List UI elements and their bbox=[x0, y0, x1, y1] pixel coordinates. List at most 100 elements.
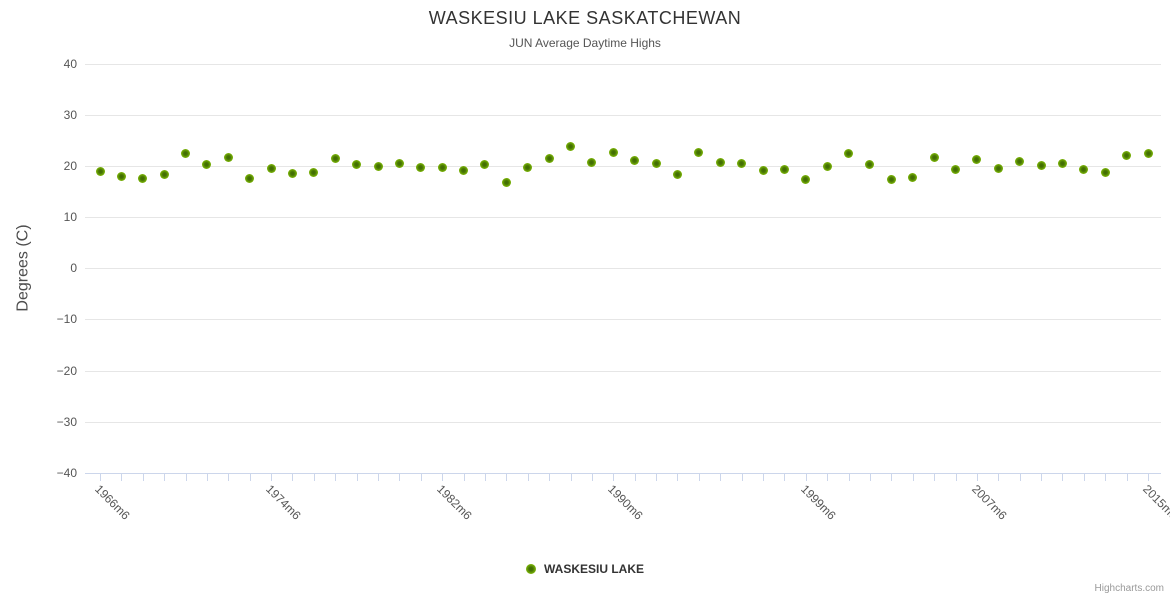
data-point[interactable] bbox=[1036, 161, 1046, 171]
x-axis-tick bbox=[955, 474, 957, 481]
legend-item-waskesiu-lake[interactable]: WASKESIU LAKE bbox=[525, 562, 644, 576]
x-axis-tick bbox=[1041, 474, 1043, 481]
x-axis-tick bbox=[805, 474, 807, 481]
y-axis-label: −30 bbox=[56, 414, 77, 429]
data-point[interactable] bbox=[544, 153, 554, 163]
x-axis-tick bbox=[100, 474, 101, 481]
data-point[interactable] bbox=[480, 159, 490, 169]
x-axis-tick bbox=[442, 474, 444, 481]
x-axis-tick bbox=[206, 474, 208, 481]
data-point[interactable] bbox=[566, 141, 576, 151]
x-axis-tick bbox=[356, 474, 358, 481]
data-point[interactable] bbox=[138, 174, 148, 184]
data-point[interactable] bbox=[1122, 150, 1132, 160]
data-point[interactable] bbox=[886, 174, 896, 184]
x-axis-tick bbox=[420, 474, 422, 481]
data-point[interactable] bbox=[929, 153, 939, 163]
data-point[interactable] bbox=[437, 162, 447, 172]
x-axis-tick bbox=[720, 474, 722, 481]
x-axis-tick bbox=[698, 474, 700, 481]
data-point[interactable] bbox=[1079, 164, 1089, 174]
y-axis-label: −10 bbox=[56, 312, 77, 327]
x-axis-tick bbox=[1126, 474, 1128, 481]
data-point[interactable] bbox=[245, 173, 255, 183]
x-axis-tick bbox=[142, 474, 144, 481]
y-gridline bbox=[85, 268, 1161, 270]
highcharts-credits-link[interactable]: Highcharts.com bbox=[1094, 583, 1164, 594]
data-point[interactable] bbox=[501, 178, 511, 188]
data-point[interactable] bbox=[373, 161, 383, 171]
data-point[interactable] bbox=[181, 149, 191, 159]
y-gridline bbox=[85, 370, 1161, 372]
data-point[interactable] bbox=[523, 162, 533, 172]
x-axis-tick bbox=[613, 474, 615, 481]
data-point[interactable] bbox=[630, 156, 640, 166]
x-axis-tick bbox=[784, 474, 786, 481]
legend: WASKESIU LAKE bbox=[0, 562, 1170, 576]
x-axis-tick bbox=[335, 474, 337, 481]
x-axis-tick bbox=[677, 474, 679, 481]
data-point[interactable] bbox=[1100, 168, 1110, 178]
data-point[interactable] bbox=[352, 159, 362, 169]
x-axis-tick bbox=[998, 474, 1000, 481]
data-point[interactable] bbox=[287, 169, 297, 179]
data-point[interactable] bbox=[266, 164, 276, 174]
x-axis-tick bbox=[292, 474, 294, 481]
data-point[interactable] bbox=[394, 158, 404, 168]
legend-series-label: WASKESIU LAKE bbox=[543, 562, 644, 576]
chart-title: WASKESIU LAKE SASKATCHEWAN bbox=[428, 8, 742, 28]
y-gridline bbox=[85, 63, 1161, 65]
data-point[interactable] bbox=[801, 174, 811, 184]
data-point[interactable] bbox=[779, 165, 789, 175]
data-point[interactable] bbox=[908, 172, 918, 182]
data-point[interactable] bbox=[1015, 157, 1025, 167]
x-axis-tick bbox=[249, 474, 251, 481]
y-gridline bbox=[85, 165, 1161, 167]
data-point[interactable] bbox=[844, 149, 854, 159]
x-axis-tick bbox=[121, 474, 123, 481]
data-point[interactable] bbox=[694, 148, 704, 158]
data-point[interactable] bbox=[972, 154, 982, 164]
x-axis-label: 1966m6 bbox=[92, 482, 133, 523]
data-point[interactable] bbox=[993, 163, 1003, 173]
data-point[interactable] bbox=[951, 164, 960, 174]
data-point[interactable] bbox=[672, 169, 682, 179]
data-point[interactable] bbox=[1057, 158, 1067, 168]
x-axis-label: 2015m6 bbox=[1140, 482, 1170, 523]
x-axis-tick bbox=[656, 474, 658, 481]
data-point[interactable] bbox=[223, 153, 233, 163]
data-point[interactable] bbox=[608, 147, 618, 157]
y-gridline bbox=[85, 114, 1161, 116]
x-axis-tick bbox=[313, 474, 315, 481]
data-point[interactable] bbox=[159, 169, 169, 179]
data-point[interactable] bbox=[202, 160, 212, 170]
x-axis-tick bbox=[463, 474, 465, 481]
chart-subtitle: JUN Average Daytime Highs bbox=[509, 36, 661, 50]
data-point[interactable] bbox=[865, 159, 875, 169]
data-point[interactable] bbox=[116, 171, 126, 181]
x-axis-tick bbox=[591, 474, 593, 481]
data-point[interactable] bbox=[330, 154, 340, 164]
y-axis-label: −20 bbox=[56, 363, 77, 378]
x-axis-tick bbox=[399, 474, 401, 481]
data-point[interactable] bbox=[1143, 148, 1153, 158]
data-point[interactable] bbox=[758, 166, 768, 176]
data-point[interactable] bbox=[95, 167, 105, 176]
data-point[interactable] bbox=[416, 163, 426, 173]
x-axis-tick bbox=[848, 474, 850, 481]
data-point[interactable] bbox=[822, 162, 832, 172]
x-axis-tick bbox=[912, 474, 914, 481]
x-axis-label: 1974m6 bbox=[263, 482, 304, 523]
x-axis-tick bbox=[484, 474, 486, 481]
x-axis-label: 1990m6 bbox=[605, 482, 646, 523]
x-axis-tick bbox=[891, 474, 893, 481]
x-axis-tick bbox=[378, 474, 380, 481]
x-axis-tick bbox=[570, 474, 572, 481]
data-point[interactable] bbox=[309, 168, 319, 178]
data-point[interactable] bbox=[715, 157, 725, 167]
data-point[interactable] bbox=[737, 159, 747, 169]
x-axis-tick bbox=[506, 474, 508, 481]
data-point[interactable] bbox=[587, 157, 597, 167]
data-point[interactable] bbox=[459, 166, 469, 176]
data-point[interactable] bbox=[651, 158, 661, 168]
